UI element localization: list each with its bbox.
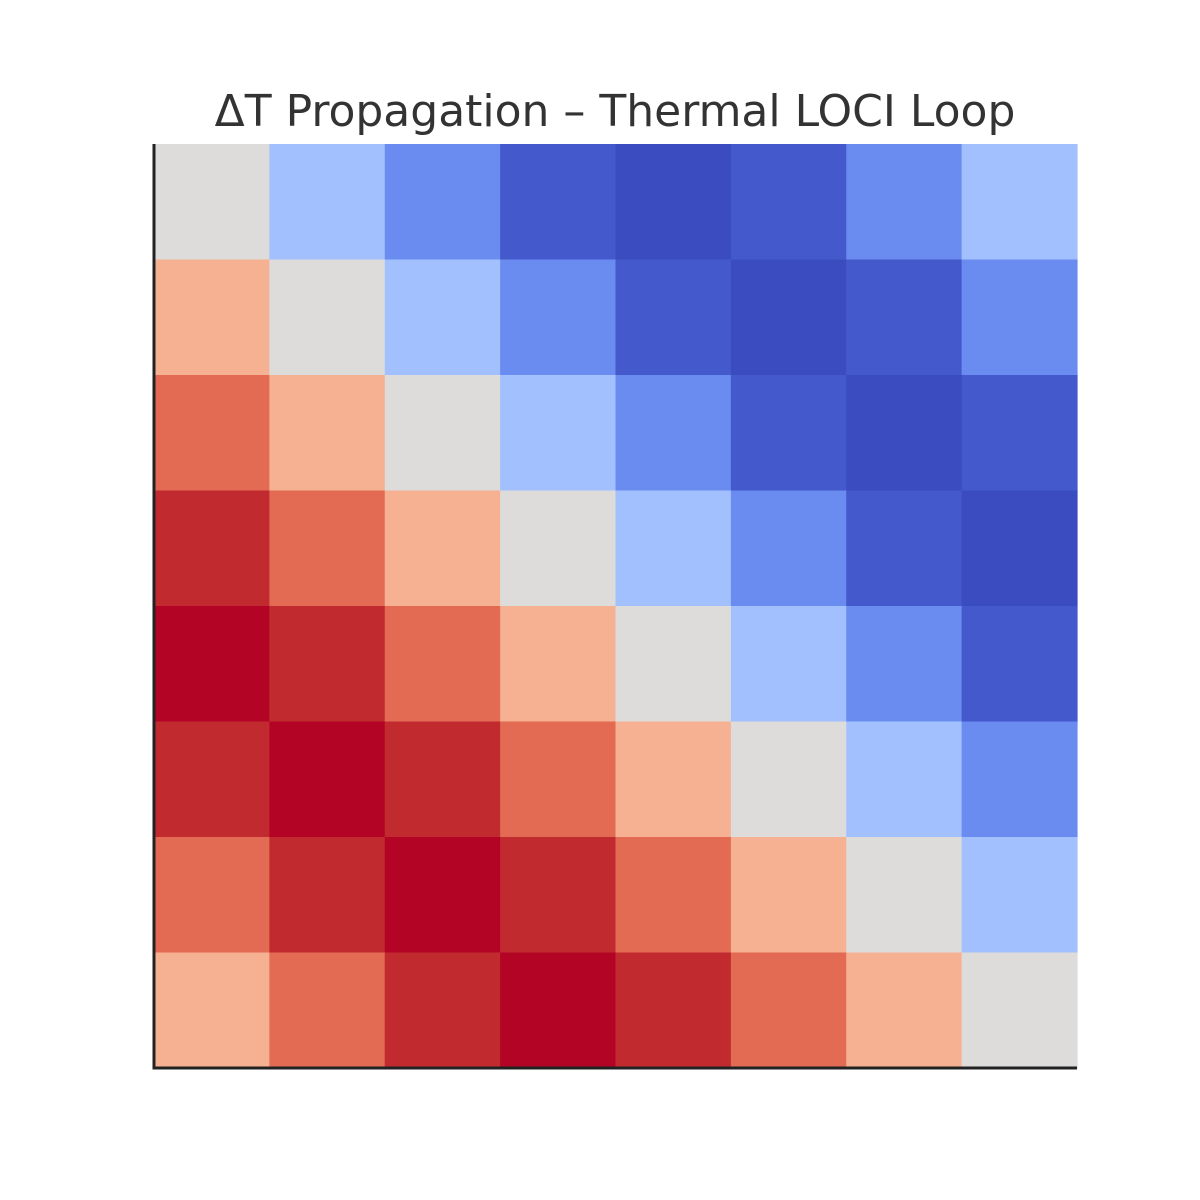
- heatmap-cell-r4-c5: [730, 606, 847, 723]
- heatmap-cell-r1-c1: [269, 259, 386, 376]
- heatmap-cell-r4-c6: [846, 606, 963, 723]
- chart-title: ΔT Propagation – Thermal LOCI Loop: [214, 86, 1016, 137]
- heatmap-cell-r1-c0: [154, 259, 270, 376]
- heatmap-cell-r4-c1: [269, 606, 386, 723]
- heatmap-cell-r2-c5: [730, 375, 847, 492]
- heatmap-cell-r6-c6: [846, 837, 963, 954]
- heatmap-cell-r3-c0: [154, 490, 270, 607]
- heatmap-cell-r7-c0: [154, 952, 270, 1069]
- heatmap-cell-r6-c4: [615, 837, 732, 954]
- heatmap-cell-r0-c0: [154, 144, 270, 261]
- heatmap-cell-r4-c2: [384, 606, 501, 723]
- heatmap-cell-r3-c1: [269, 490, 386, 607]
- heatmap-cell-r4-c0: [154, 606, 270, 723]
- heatmap-cell-r4-c7: [961, 606, 1078, 723]
- heatmap-cell-r1-c3: [500, 259, 617, 376]
- heatmap-cell-r4-c3: [500, 606, 617, 723]
- heatmap-cell-r0-c5: [730, 144, 847, 261]
- heatmap-cell-r3-c5: [730, 490, 847, 607]
- heatmap-cell-r0-c7: [961, 144, 1078, 261]
- heatmap-cell-r2-c7: [961, 375, 1078, 492]
- heatmap-cell-r3-c6: [846, 490, 963, 607]
- heatmap-cell-r6-c0: [154, 837, 270, 954]
- heatmap-cell-r7-c7: [961, 952, 1078, 1069]
- heatmap-cell-r5-c2: [384, 721, 501, 838]
- heatmap-cell-r5-c7: [961, 721, 1078, 838]
- heatmap-cell-r5-c4: [615, 721, 732, 838]
- heatmap-cell-r3-c3: [500, 490, 617, 607]
- heatmap-cell-r1-c6: [846, 259, 963, 376]
- heatmap-cell-r1-c5: [730, 259, 847, 376]
- heatmap-cell-r2-c2: [384, 375, 501, 492]
- heatmap-cell-r0-c2: [384, 144, 501, 261]
- heatmap-cell-r6-c7: [961, 837, 1078, 954]
- heatmap-axes: [152, 144, 1077, 1070]
- heatmap-cell-r7-c2: [384, 952, 501, 1069]
- heatmap-cell-r5-c1: [269, 721, 386, 838]
- heatmap-cell-r3-c7: [961, 490, 1078, 607]
- heatmap-cell-r3-c4: [615, 490, 732, 607]
- heatmap-cell-r2-c6: [846, 375, 963, 492]
- heatmap-cell-r2-c4: [615, 375, 732, 492]
- heatmap-cell-r5-c3: [500, 721, 617, 838]
- heatmap-cell-r5-c5: [730, 721, 847, 838]
- heatmap-cell-r0-c4: [615, 144, 732, 261]
- heatmap-cell-r7-c6: [846, 952, 963, 1069]
- heatmap-cell-r4-c4: [615, 606, 732, 723]
- heatmap-cell-r1-c4: [615, 259, 732, 376]
- heatmap-cell-r2-c3: [500, 375, 617, 492]
- heatmap-cell-r6-c1: [269, 837, 386, 954]
- heatmap-cell-r0-c3: [500, 144, 617, 261]
- heatmap-cell-r7-c3: [500, 952, 617, 1069]
- heatmap-cells: [154, 144, 1078, 1069]
- heatmap-cell-r2-c0: [154, 375, 270, 492]
- heatmap-cell-r0-c1: [269, 144, 386, 261]
- heatmap-cell-r6-c2: [384, 837, 501, 954]
- heatmap-cell-r7-c5: [730, 952, 847, 1069]
- heatmap-cell-r1-c7: [961, 259, 1078, 376]
- heatmap-cell-r1-c2: [384, 259, 501, 376]
- heatmap-cell-r0-c6: [846, 144, 963, 261]
- heatmap-cell-r6-c3: [500, 837, 617, 954]
- heatmap-cell-r6-c5: [730, 837, 847, 954]
- heatmap-cell-r2-c1: [269, 375, 386, 492]
- heatmap-cell-r7-c1: [269, 952, 386, 1069]
- heatmap-cell-r3-c2: [384, 490, 501, 607]
- heatmap-cell-r5-c0: [154, 721, 270, 838]
- heatmap-cell-r7-c4: [615, 952, 732, 1069]
- heatmap-cell-r5-c6: [846, 721, 963, 838]
